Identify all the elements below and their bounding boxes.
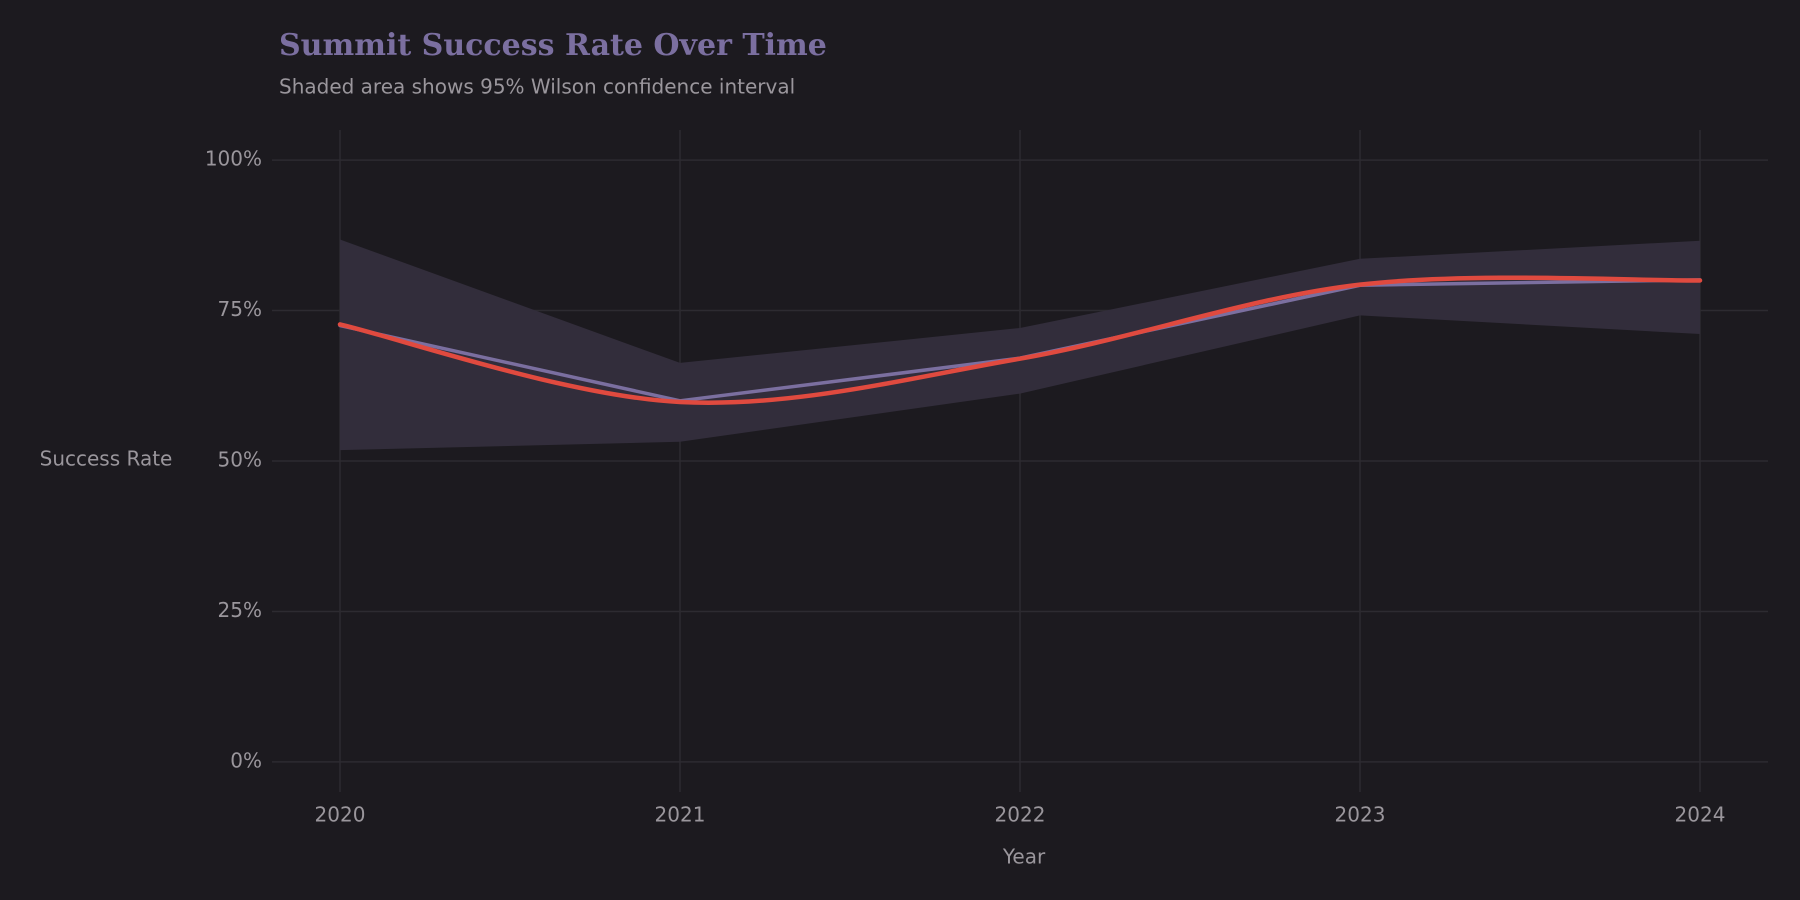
x-axis-label: Year [1002, 845, 1046, 869]
x-tick-label: 2021 [655, 803, 706, 827]
y-axis-label: Success Rate [40, 447, 173, 471]
x-tick-label: 2020 [315, 803, 366, 827]
smooth-line [337, 275, 1703, 405]
confidence-band [340, 239, 1700, 451]
chart-subtitle: Shaded area shows 95% Wilson confidence … [279, 75, 795, 99]
y-tick-label: 50% [218, 448, 262, 472]
x-tick-label: 2023 [1335, 803, 1386, 827]
y-tick-label: 0% [230, 748, 262, 772]
y-tick-label: 25% [218, 598, 262, 622]
x-tick-label: 2024 [1675, 803, 1726, 827]
y-tick-label: 100% [205, 147, 262, 171]
y-tick-label: 75% [218, 297, 262, 321]
chart-title: Summit Success Rate Over Time [279, 28, 827, 63]
x-tick-label: 2022 [995, 803, 1046, 827]
